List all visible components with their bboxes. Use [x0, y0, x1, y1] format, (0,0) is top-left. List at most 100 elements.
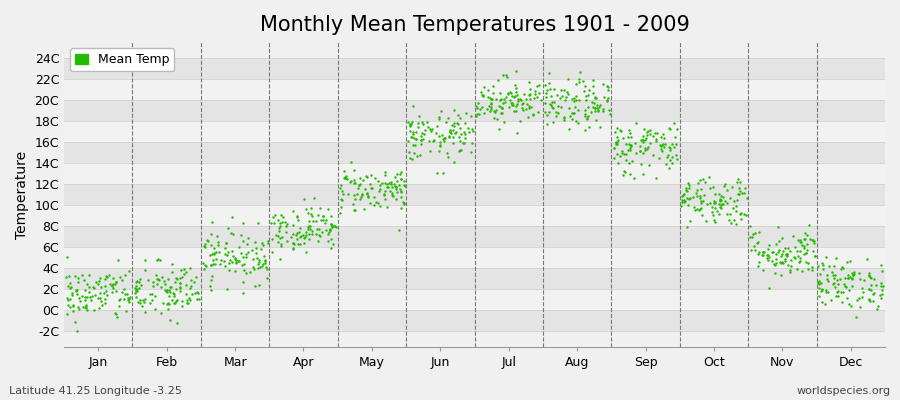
Point [670, 156, 684, 162]
Point [618, 151, 633, 157]
Point [851, 270, 866, 276]
Point [652, 155, 666, 161]
Point [662, 157, 677, 163]
Point [412, 152, 427, 158]
Point [219, 239, 233, 246]
Point [183, 265, 197, 271]
Point [866, 298, 880, 304]
Point [833, 289, 848, 295]
Point [225, 247, 239, 254]
Point [92, 278, 106, 284]
Point [596, 81, 610, 87]
Point [72, 295, 86, 302]
Point [312, 205, 327, 211]
Point [527, 88, 542, 94]
Point [798, 236, 813, 242]
Point [633, 148, 647, 154]
Point [857, 276, 871, 283]
Point [796, 236, 811, 242]
Point [274, 235, 288, 241]
Point [212, 249, 227, 255]
Point [112, 297, 126, 303]
Point [296, 232, 310, 238]
Point [122, 299, 136, 306]
Point [334, 203, 348, 210]
Point [649, 138, 663, 144]
Point [621, 147, 635, 154]
Point [622, 160, 636, 166]
Point [547, 86, 562, 92]
Point [585, 98, 599, 105]
Point [503, 97, 517, 103]
Point [408, 142, 422, 148]
Point [111, 256, 125, 263]
Point [228, 256, 242, 262]
Point [357, 206, 372, 212]
Point [634, 137, 648, 144]
Point [258, 263, 273, 270]
Point [808, 253, 823, 260]
Point [154, 283, 168, 290]
Point [681, 202, 696, 208]
Point [86, 285, 101, 292]
Point [347, 167, 362, 173]
Point [580, 104, 595, 110]
Point [280, 238, 294, 244]
Point [337, 190, 351, 197]
Point [440, 150, 454, 156]
Point [665, 160, 680, 167]
Point [649, 136, 663, 142]
Point [665, 154, 680, 160]
Point [451, 112, 465, 119]
Point [874, 262, 888, 268]
Point [151, 276, 166, 282]
Point [526, 112, 540, 118]
Point [714, 193, 728, 199]
Point [291, 217, 305, 223]
Point [491, 77, 506, 83]
Point [225, 214, 239, 221]
Point [287, 241, 302, 247]
Point [803, 236, 817, 242]
Point [58, 274, 73, 280]
Point [497, 96, 511, 102]
Point [148, 293, 162, 299]
Point [167, 291, 182, 298]
Point [472, 110, 486, 117]
Point [231, 258, 246, 264]
Point [237, 238, 251, 244]
Point [609, 140, 624, 147]
Point [323, 236, 338, 242]
Point [610, 140, 625, 147]
Point [253, 264, 267, 270]
Point [507, 108, 521, 114]
Point [505, 100, 519, 106]
Point [603, 111, 617, 118]
Point [843, 258, 858, 264]
Point [383, 178, 398, 185]
Point [799, 250, 814, 256]
Point [756, 249, 770, 255]
Point [402, 154, 417, 161]
Point [275, 219, 290, 226]
Point [841, 275, 855, 281]
Point [653, 134, 668, 140]
Point [811, 280, 825, 287]
Point [380, 184, 394, 190]
Point [104, 283, 119, 289]
Point [402, 122, 417, 128]
Point [432, 132, 446, 139]
Point [462, 129, 476, 136]
Point [638, 147, 652, 153]
Bar [64, 310, 885, 331]
Point [278, 219, 293, 225]
Point [307, 194, 321, 201]
Point [489, 107, 503, 114]
Point [712, 201, 726, 208]
Point [486, 90, 500, 96]
Point [862, 270, 877, 276]
Point [70, 286, 85, 293]
Point [207, 250, 221, 256]
Point [169, 286, 184, 292]
Point [292, 229, 306, 236]
